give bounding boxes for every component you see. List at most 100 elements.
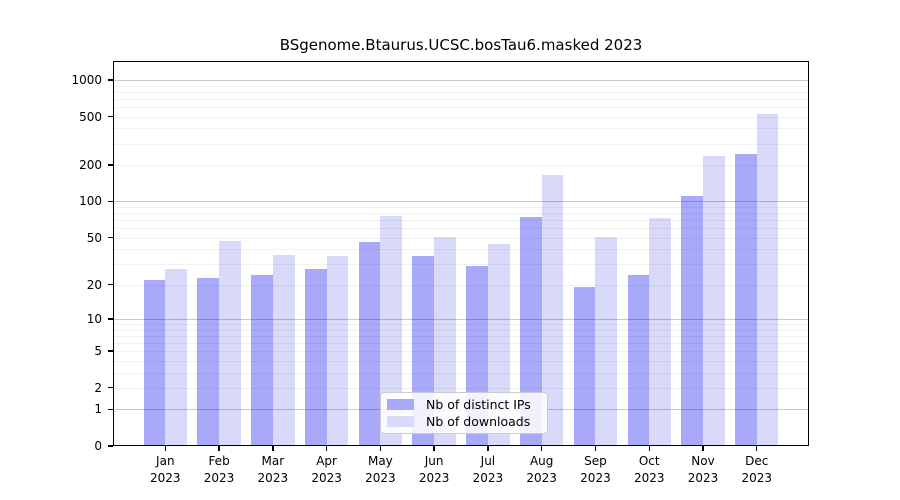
gridline-major xyxy=(113,318,809,320)
gridline-minor xyxy=(113,228,809,230)
y-tick-label: 200 xyxy=(79,158,102,172)
x-tick-mark xyxy=(648,446,650,451)
x-tick-mark xyxy=(164,446,166,451)
bar-downloads-mar xyxy=(272,254,295,446)
y-tick-label: 2 xyxy=(94,380,102,395)
bar-downloads-nov xyxy=(703,155,725,446)
bar-downloads-apr xyxy=(326,256,349,446)
x-tick-label: Aug 2023 xyxy=(526,454,557,485)
gridline-minor xyxy=(113,206,809,208)
x-tick-mark xyxy=(272,446,274,451)
gridline-major xyxy=(113,201,809,203)
bar-distinct-ips-nov xyxy=(681,196,703,446)
y-tick-mark xyxy=(108,387,113,389)
x-tick-label: May 2023 xyxy=(365,454,396,485)
x-tick-label: Oct 2023 xyxy=(633,454,665,485)
legend-swatch-distinct-ips-icon xyxy=(387,399,414,410)
bar-downloads-aug xyxy=(541,174,564,446)
bar-distinct-ips-aug xyxy=(519,216,542,446)
y-tick-mark xyxy=(108,164,113,166)
x-tick-label: Nov 2023 xyxy=(687,454,719,485)
gridline-minor xyxy=(113,106,809,108)
gridline-minor xyxy=(113,98,809,100)
x-tick-mark xyxy=(218,446,220,451)
bar-downloads-may xyxy=(380,215,403,446)
y-tick-label: 50 xyxy=(86,230,102,245)
y-tick-label: 1 xyxy=(94,402,102,417)
x-tick-label: Jun 2023 xyxy=(418,454,450,485)
gridline-minor xyxy=(113,335,809,337)
bar-distinct-ips-apr xyxy=(304,269,327,446)
y-tick-mark xyxy=(108,445,113,447)
gridline-minor xyxy=(113,116,809,118)
y-tick-mark xyxy=(108,408,113,410)
gridline-minor xyxy=(113,237,809,239)
x-tick-mark xyxy=(379,446,382,451)
plot-spine xyxy=(113,61,809,446)
gridline-minor xyxy=(113,249,809,251)
gridline-minor xyxy=(113,220,809,222)
y-tick-mark xyxy=(108,79,113,81)
gridline-minor xyxy=(113,213,809,215)
x-tick-label: Sep 2023 xyxy=(580,454,611,485)
x-tick-mark xyxy=(433,446,435,451)
y-tick-label: 0 xyxy=(94,439,102,453)
y-tick-mark xyxy=(108,115,113,118)
x-tick-label: Jul 2023 xyxy=(472,454,504,485)
bar-downloads-sep xyxy=(595,236,618,446)
gridline-minor xyxy=(113,360,809,362)
gridline-minor xyxy=(113,264,809,266)
chart-title: BSgenome.Btaurus.UCSC.bosTau6.masked 202… xyxy=(279,36,643,54)
y-tick-label: 10 xyxy=(86,311,102,326)
y-tick-mark xyxy=(108,350,113,352)
y-tick-mark xyxy=(108,318,113,320)
y-tick-mark xyxy=(108,283,113,286)
y-tick-label: 500 xyxy=(79,109,102,124)
x-tick-mark xyxy=(702,446,704,451)
legend-item-downloads: Nb of downloads xyxy=(387,414,541,429)
x-tick-label: Dec 2023 xyxy=(741,454,773,485)
y-tick-mark xyxy=(108,236,113,239)
gridline-minor xyxy=(113,165,809,166)
x-tick-label: Mar 2023 xyxy=(257,454,289,485)
y-tick-mark xyxy=(108,200,113,203)
gridline-minor xyxy=(113,143,809,145)
bar-distinct-ips-mar xyxy=(251,275,273,446)
x-tick-label: Feb 2023 xyxy=(203,454,235,485)
gridline-minor xyxy=(113,324,809,325)
gridline-minor xyxy=(113,372,809,374)
y-tick-label: 5 xyxy=(94,344,102,359)
legend-label-downloads: Nb of downloads xyxy=(426,414,531,429)
bar-downloads-jan xyxy=(165,269,187,446)
x-tick-label: Apr 2023 xyxy=(311,454,342,485)
y-tick-label: 20 xyxy=(86,277,102,292)
legend-item-distinct-ips: Nb of distinct IPs xyxy=(387,397,541,412)
y-tick-label: 100 xyxy=(79,194,102,209)
x-tick-mark xyxy=(487,446,489,451)
bar-distinct-ips-sep xyxy=(573,287,596,446)
x-tick-mark xyxy=(540,446,543,451)
x-tick-mark xyxy=(325,446,328,451)
bar-distinct-ips-may xyxy=(358,242,381,446)
gridline-minor xyxy=(113,128,809,130)
bar-downloads-dec xyxy=(756,113,779,446)
bar-distinct-ips-feb xyxy=(197,277,220,446)
y-tick-label: 1000 xyxy=(71,72,102,87)
gridline-minor xyxy=(113,284,809,286)
gridline-minor xyxy=(113,85,809,87)
gridline-minor xyxy=(113,91,809,93)
legend-label-distinct-ips: Nb of distinct IPs xyxy=(426,397,531,412)
bar-downloads-oct xyxy=(649,217,671,446)
bar-downloads-feb xyxy=(219,240,241,446)
bar-distinct-ips-oct xyxy=(627,275,650,446)
legend: Nb of distinct IPs Nb of downloads xyxy=(380,392,548,434)
x-tick-mark xyxy=(594,446,597,451)
gridline-minor xyxy=(113,342,809,344)
gridline-minor xyxy=(113,387,809,389)
bar-distinct-ips-jan xyxy=(143,279,166,446)
bar-distinct-ips-dec xyxy=(735,154,757,446)
gridline-minor xyxy=(113,351,809,353)
x-tick-label: Jan 2023 xyxy=(150,454,181,485)
x-tick-mark xyxy=(756,446,758,451)
